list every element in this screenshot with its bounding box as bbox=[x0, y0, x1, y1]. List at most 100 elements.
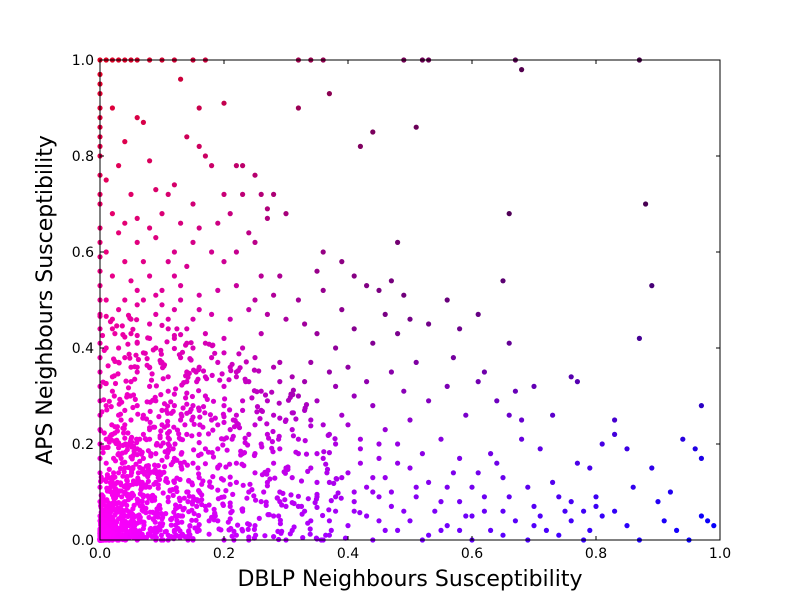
scatter-point bbox=[289, 475, 295, 481]
scatter-point bbox=[207, 479, 213, 485]
scatter-point bbox=[161, 401, 168, 407]
scatter-point bbox=[181, 459, 187, 465]
scatter-point bbox=[159, 211, 165, 217]
scatter-point bbox=[156, 502, 163, 508]
scatter-point bbox=[132, 523, 138, 529]
scatter-point bbox=[438, 527, 444, 534]
scatter-point bbox=[145, 468, 151, 474]
scatter-point bbox=[705, 518, 711, 524]
scatter-point bbox=[457, 527, 463, 534]
scatter-point bbox=[235, 368, 241, 374]
x-axis-title: DBLP Neighbours Susceptibility bbox=[237, 567, 582, 592]
scatter-point bbox=[106, 439, 112, 445]
scatter-point bbox=[116, 470, 122, 476]
scatter-point bbox=[245, 521, 251, 527]
scatter-point bbox=[227, 516, 233, 522]
scatter-point bbox=[114, 323, 120, 329]
scatter-point bbox=[205, 431, 212, 437]
scatter-point bbox=[196, 143, 202, 149]
scatter-point bbox=[145, 478, 151, 484]
scatter-point bbox=[283, 503, 289, 509]
scatter-point bbox=[599, 513, 605, 519]
scatter-point bbox=[543, 527, 550, 534]
scatter-point bbox=[228, 509, 234, 516]
scatter-point bbox=[161, 424, 168, 430]
scatter-point bbox=[351, 489, 357, 495]
scatter-point bbox=[116, 500, 122, 506]
scatter-point bbox=[413, 494, 419, 500]
scatter-point bbox=[314, 451, 320, 457]
scatter-point bbox=[195, 526, 201, 532]
scatter-point bbox=[186, 528, 192, 534]
scatter-point bbox=[196, 307, 202, 313]
scatter-point bbox=[550, 412, 556, 418]
scatter-point bbox=[351, 393, 357, 399]
scatter-point bbox=[245, 526, 251, 533]
scatter-point bbox=[140, 466, 146, 472]
scatter-point bbox=[351, 499, 357, 505]
scatter-point bbox=[351, 326, 357, 332]
scatter-point bbox=[624, 523, 630, 529]
scatter-point bbox=[494, 398, 500, 404]
scatter-point bbox=[98, 529, 104, 535]
scatter-point bbox=[308, 417, 314, 423]
scatter-point bbox=[191, 447, 197, 453]
scatter-point bbox=[512, 518, 519, 524]
scatter-point bbox=[295, 436, 301, 442]
scatter-point bbox=[177, 503, 183, 509]
scatter-point bbox=[147, 408, 153, 414]
scatter-point bbox=[238, 448, 244, 454]
scatter-point bbox=[196, 431, 202, 437]
scatter-point bbox=[134, 115, 140, 121]
scatter-point bbox=[144, 500, 150, 506]
scatter-point bbox=[269, 439, 275, 445]
scatter-point bbox=[152, 531, 158, 537]
scatter-point bbox=[298, 503, 305, 509]
scatter-point bbox=[345, 422, 351, 428]
scatter-point bbox=[506, 412, 512, 418]
scatter-point bbox=[407, 518, 413, 524]
scatter-point bbox=[104, 407, 110, 413]
scatter-point bbox=[125, 497, 132, 503]
scatter-point bbox=[101, 535, 107, 541]
scatter-point bbox=[698, 455, 705, 461]
scatter-point bbox=[145, 531, 151, 537]
scatter-point bbox=[357, 143, 363, 149]
scatter-point bbox=[108, 484, 114, 490]
scatter-point bbox=[376, 494, 382, 500]
scatter-point bbox=[126, 512, 132, 519]
y-tick-label: 0.0 bbox=[72, 533, 94, 549]
scatter-point bbox=[227, 500, 233, 506]
scatter-point bbox=[98, 474, 104, 480]
scatter-point bbox=[259, 472, 265, 478]
scatter-point bbox=[612, 508, 618, 514]
scatter-point bbox=[119, 494, 125, 500]
scatter-point bbox=[143, 437, 150, 443]
scatter-point bbox=[140, 297, 146, 303]
scatter-point bbox=[186, 477, 192, 484]
scatter-point bbox=[195, 376, 201, 382]
scatter-point bbox=[153, 442, 159, 448]
scatter-point bbox=[432, 508, 438, 514]
scatter-point bbox=[158, 392, 164, 398]
scatter-point bbox=[413, 124, 419, 130]
scatter-point bbox=[153, 235, 159, 241]
scatter-point bbox=[649, 465, 655, 471]
scatter-point bbox=[264, 206, 270, 212]
scatter-point bbox=[196, 292, 202, 298]
scatter-point bbox=[302, 321, 308, 327]
scatter-point bbox=[189, 433, 195, 439]
ticks-layer: 0.0 0.2 0.4 0.6 0.8 1.0 0.0 0.2 0.4 0.6 0.8 1.0 bbox=[72, 53, 731, 562]
scatter-point bbox=[150, 516, 156, 522]
scatter-point bbox=[122, 459, 128, 465]
scatter-point bbox=[130, 465, 136, 472]
scatter-point bbox=[165, 494, 171, 500]
scatter-point bbox=[295, 105, 301, 111]
scatter-point bbox=[145, 463, 151, 469]
scatter-point bbox=[98, 428, 104, 434]
scatter-point bbox=[177, 533, 183, 539]
scatter-point bbox=[164, 339, 170, 345]
scatter-point bbox=[147, 419, 153, 425]
scatter-point bbox=[444, 383, 450, 389]
scatter-point bbox=[122, 220, 128, 226]
